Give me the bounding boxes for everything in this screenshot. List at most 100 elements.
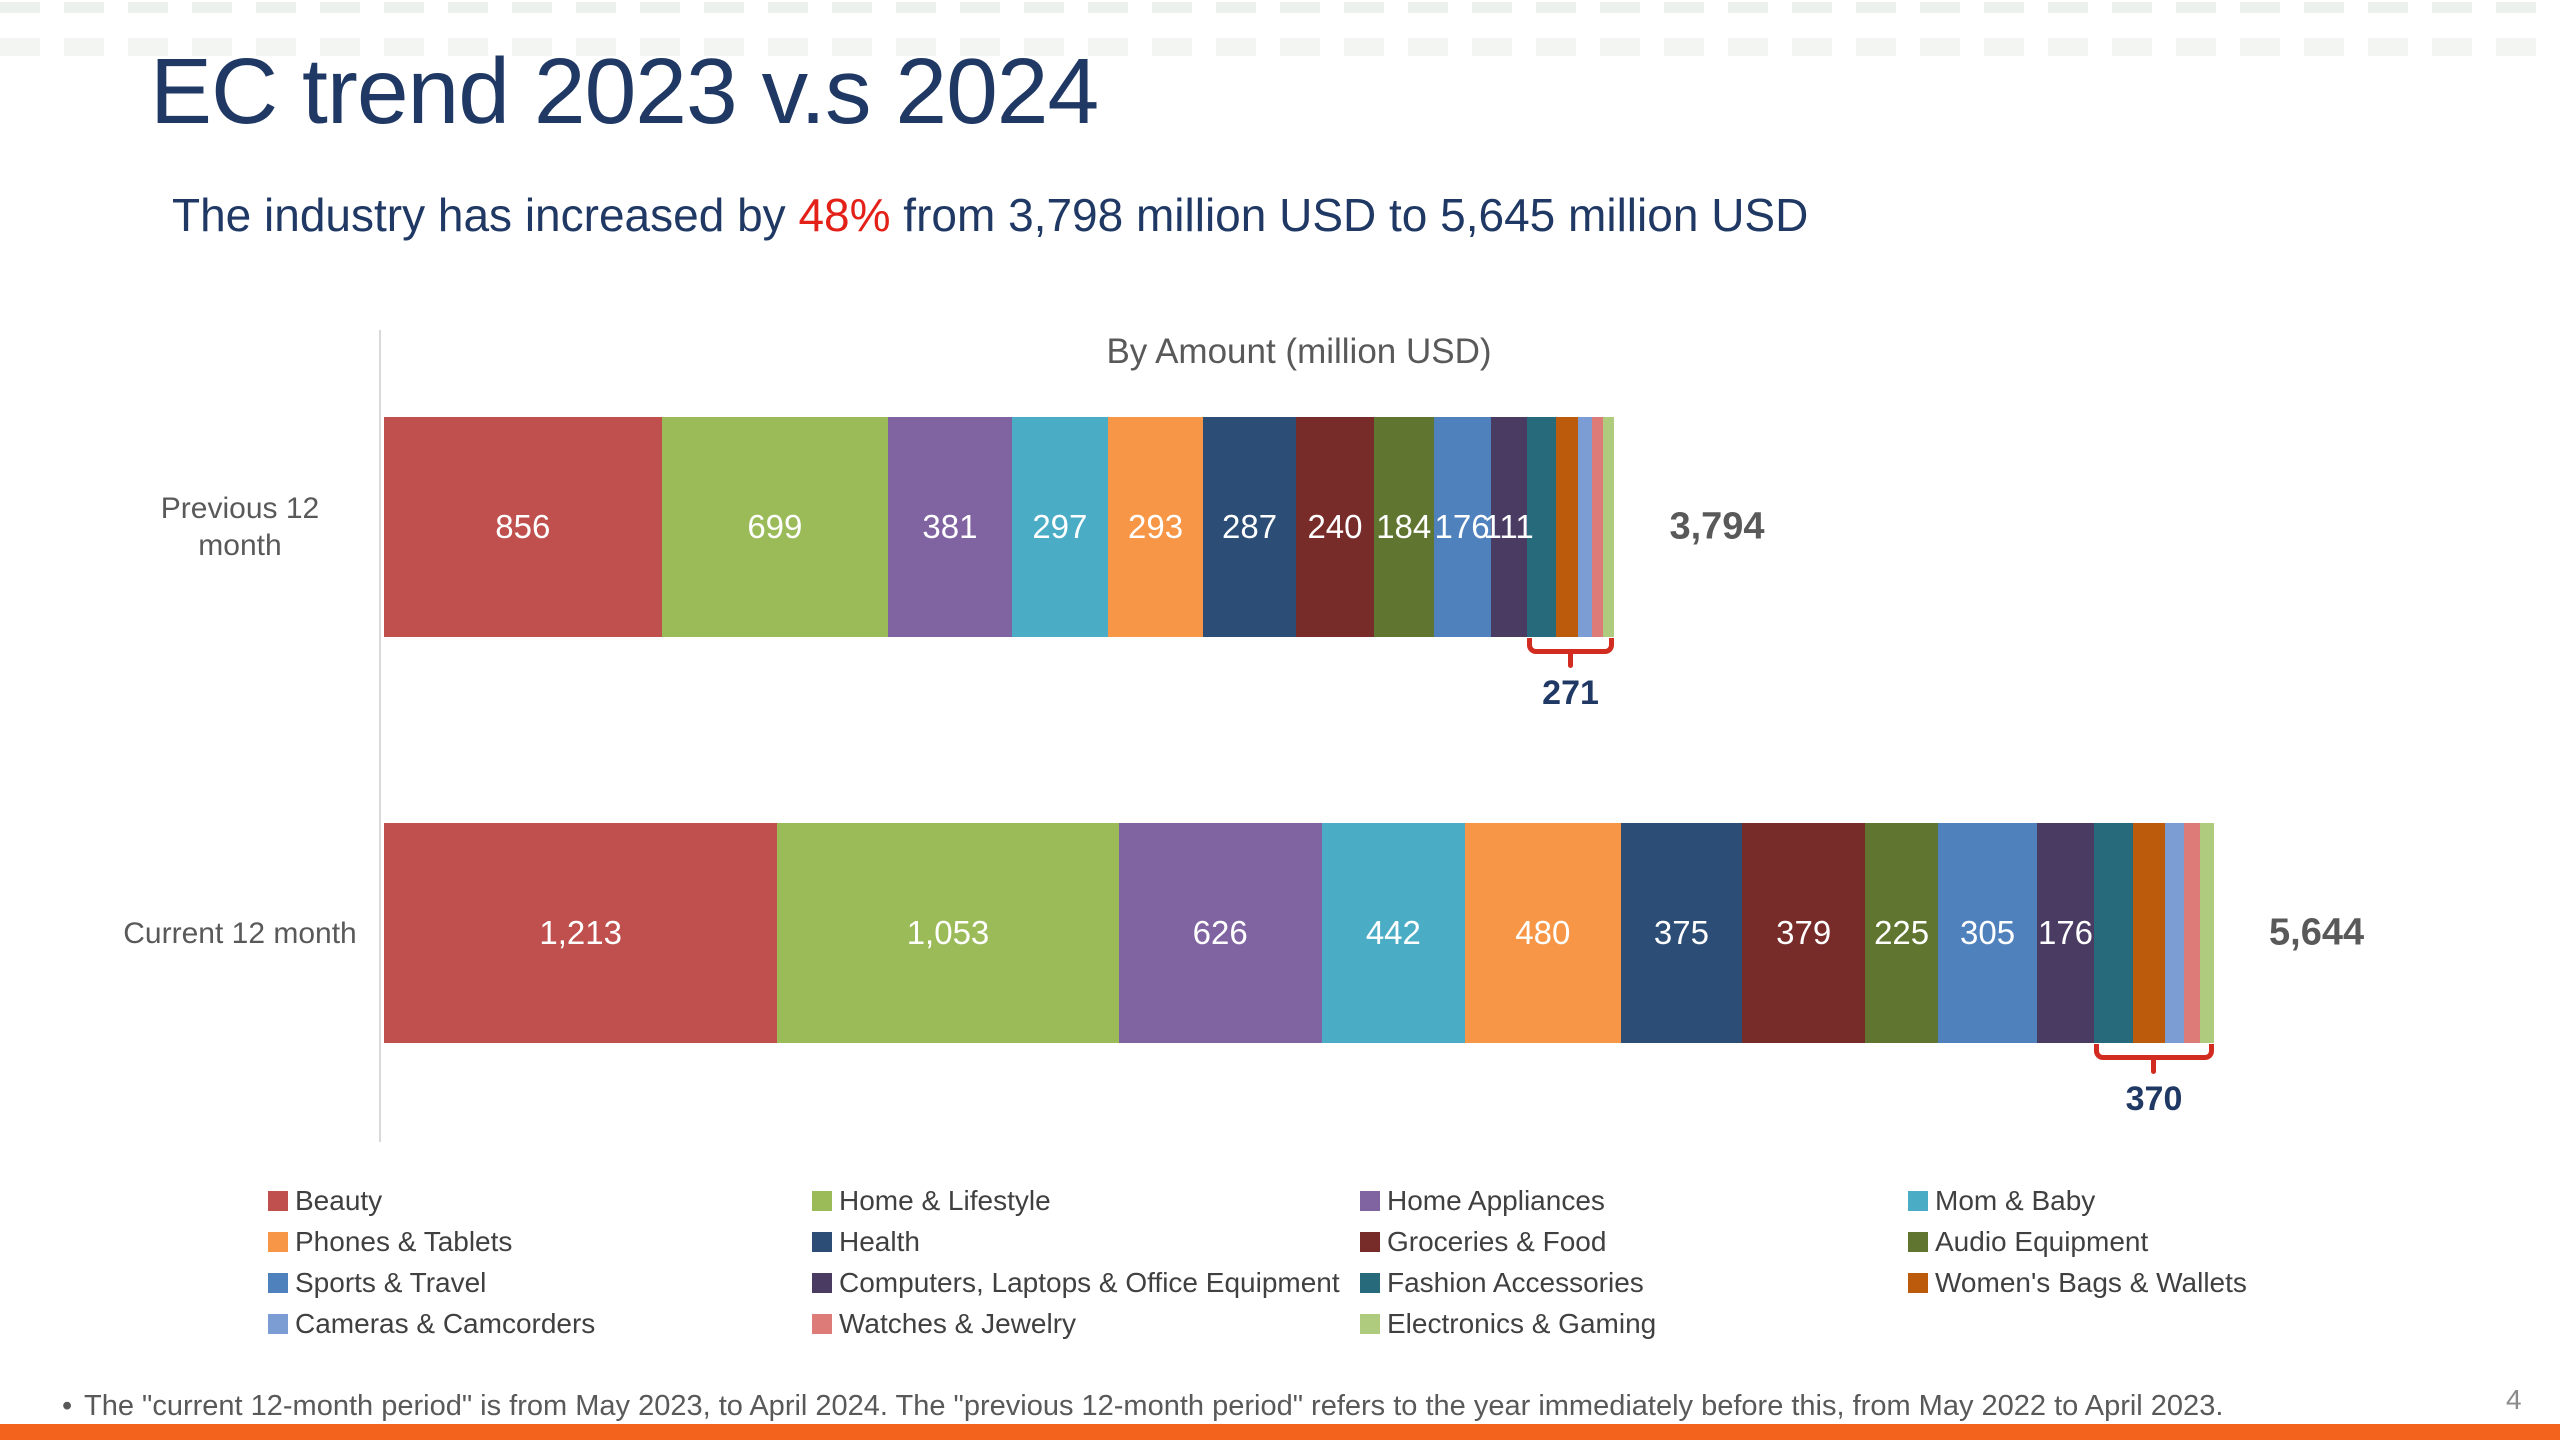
legend-label: Cameras & Camcorders — [295, 1307, 596, 1339]
segment-value-label: 240 — [1307, 508, 1363, 545]
legend-label: Computers, Laptops & Office Equipment — [839, 1266, 1340, 1298]
segment-value-label: 856 — [495, 508, 551, 545]
segment-value-label: 184 — [1376, 508, 1432, 545]
legend-item: Computers, Laptops & Office Equipment — [812, 1262, 1360, 1303]
bar-segment: 699 — [661, 417, 889, 637]
bar-segment — [1603, 417, 1615, 637]
segment-value-label: 297 — [1032, 508, 1088, 545]
segment-value-label: 111 — [1483, 508, 1534, 545]
brace-shape — [2094, 1044, 2214, 1060]
brace-shape — [1526, 638, 1615, 654]
bottom-accent-bar — [0, 1424, 2560, 1440]
page-title: EC trend 2023 v.s 2024 — [150, 39, 1099, 143]
legend-swatch — [1360, 1313, 1380, 1334]
legend-label: Phones & Tablets — [295, 1225, 513, 1257]
legend-item: Cameras & Camcorders — [268, 1303, 812, 1344]
subtitle-highlight-percent: 48% — [798, 189, 891, 241]
bar-segment — [1592, 417, 1604, 637]
bar-segment: 293 — [1108, 417, 1204, 637]
legend-swatch — [268, 1272, 288, 1293]
category-label-current: Current 12 month — [123, 917, 357, 950]
bar-segment: 240 — [1296, 417, 1374, 637]
legend-item: Mom & Baby — [1908, 1180, 2456, 1221]
legend-swatch — [1908, 1190, 1928, 1211]
legend-item: Audio Equipment — [1908, 1221, 2456, 1262]
legend-label: Electronics & Gaming — [1387, 1307, 1657, 1339]
legend-label: Sports & Travel — [295, 1266, 487, 1298]
legend-label: Audio Equipment — [1935, 1225, 2149, 1257]
legend-label: Women's Bags & Wallets — [1935, 1266, 2247, 1298]
legend-label: Groceries & Food — [1387, 1225, 1607, 1257]
legend-item: Watches & Jewelry — [812, 1303, 1360, 1344]
subtitle-suffix: from 3,798 million USD to 5,645 million … — [890, 189, 1809, 241]
brace-tick — [2151, 1060, 2156, 1074]
legend-label: Watches & Jewelry — [839, 1307, 1077, 1339]
legend-item: Home Appliances — [1360, 1180, 1908, 1221]
bar-segment: 297 — [1011, 417, 1109, 637]
legend-swatch — [1908, 1272, 1928, 1293]
bar-segment: 176 — [2036, 823, 2095, 1043]
legend: Beauty Home & Lifestyle Home Appliances Mom… — [268, 1180, 2456, 1344]
brace-label-previous: 271 — [1542, 674, 1599, 712]
bar-segment: 305 — [1938, 823, 2037, 1043]
legend-label: Beauty — [295, 1184, 383, 1216]
bar-segment: 381 — [888, 417, 1012, 637]
segment-value-label: 381 — [922, 508, 978, 545]
bar-current: 1,213 1,053 626 442 480 375 379 225 305 176 5,644… — [384, 823, 2364, 1118]
legend-swatch — [812, 1231, 832, 1252]
bar-segment — [2200, 823, 2215, 1043]
footnote-bullet: • — [62, 1390, 73, 1422]
legend-label: Mom & Baby — [1935, 1184, 2096, 1216]
legend-item: Women's Bags & Wallets — [1908, 1262, 2456, 1303]
bar-segment: 626 — [1118, 823, 1322, 1043]
bar-segment — [1526, 417, 1557, 637]
legend-swatch — [1908, 1231, 1928, 1252]
legend-swatch — [1360, 1272, 1380, 1293]
segment-value-label: 293 — [1127, 508, 1184, 545]
legend-item: Phones & Tablets — [268, 1221, 812, 1262]
chart-title: By Amount (million USD) — [1106, 332, 1492, 371]
subtitle: The industry has increased by 48% from 3… — [172, 188, 1808, 242]
segment-value-label: 626 — [1192, 914, 1248, 951]
legend-swatch — [812, 1190, 832, 1211]
segment-value-label: 225 — [1874, 914, 1930, 951]
bar-segment: 379 — [1742, 823, 1866, 1043]
bar-segment: 176 — [1433, 417, 1491, 637]
segment-value-label: 375 — [1653, 914, 1709, 951]
stacked-bar: 856 699 381 297 293 287 240 184 176 111 — [384, 417, 1615, 637]
segment-value-label: 480 — [1515, 914, 1571, 951]
bar-segment: 442 — [1321, 823, 1465, 1043]
bar-segment: 184 — [1373, 417, 1434, 637]
legend-item: Electronics & Gaming — [1360, 1303, 1908, 1344]
bar-segment: 287 — [1203, 417, 1297, 637]
bar-segment — [2164, 823, 2185, 1043]
bar-segment: 375 — [1620, 823, 1743, 1043]
bar-segment: 111 — [1484, 417, 1534, 637]
segment-value-label: 379 — [1776, 914, 1832, 951]
total-previous: 3,794 — [1669, 505, 1765, 548]
bar-segment — [2184, 823, 2201, 1043]
y-axis-line — [379, 330, 381, 1142]
top-dashed-decoration-row1 — [0, 2, 2560, 13]
bar-segment: 1,053 — [777, 823, 1119, 1043]
brace-previous: 271 — [1526, 638, 1615, 728]
legend-item: Groceries & Food — [1360, 1221, 1908, 1262]
legend-item: Home & Lifestyle — [812, 1180, 1360, 1221]
legend-swatch — [268, 1313, 288, 1334]
segment-value-label: 176 — [2037, 914, 2094, 951]
category-label-previous: Previous 12 month — [160, 492, 320, 562]
legend-swatch — [812, 1313, 832, 1334]
legend-label: Home & Lifestyle — [839, 1184, 1051, 1216]
bar-segment: 480 — [1465, 823, 1621, 1043]
legend-item: Fashion Accessories — [1360, 1262, 1908, 1303]
bar-segment: 225 — [1865, 823, 1939, 1043]
segment-value-label: 305 — [1959, 914, 2016, 951]
segment-value-label: 287 — [1222, 508, 1278, 545]
legend-swatch — [268, 1231, 288, 1252]
bar-segment — [1556, 417, 1578, 637]
top-dashed-decoration-row2 — [0, 38, 2560, 56]
segment-value-label: 1,213 — [539, 914, 622, 951]
brace-label-current: 370 — [2125, 1080, 2183, 1118]
segment-value-label: 1,053 — [906, 914, 990, 951]
legend-swatch — [1360, 1190, 1380, 1211]
